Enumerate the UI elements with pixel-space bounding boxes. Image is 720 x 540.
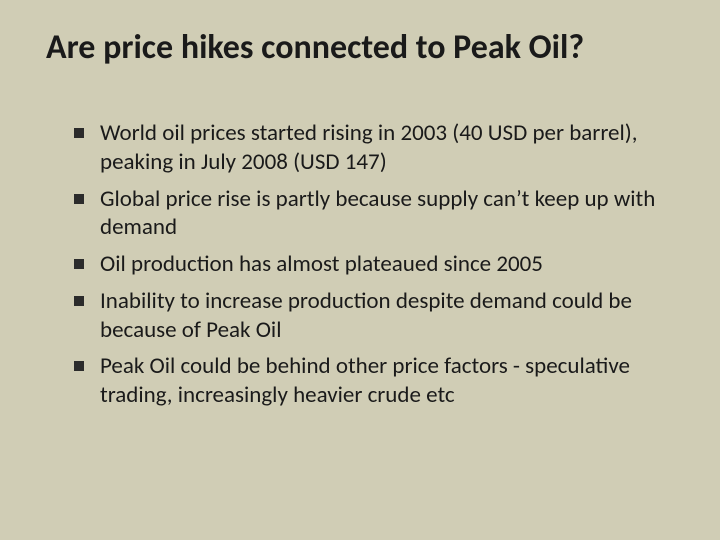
bullet-list: World oil prices started rising in 2003 … [46,119,674,410]
list-item: Peak Oil could be behind other price fac… [74,352,674,410]
list-item: World oil prices started rising in 2003 … [74,119,674,177]
slide-title: Are price hikes connected to Peak Oil? [46,28,674,67]
list-item: Inability to increase production despite… [74,287,674,345]
list-item: Oil production has almost plateaued sinc… [74,250,674,279]
list-item: Global price rise is partly because supp… [74,185,674,243]
